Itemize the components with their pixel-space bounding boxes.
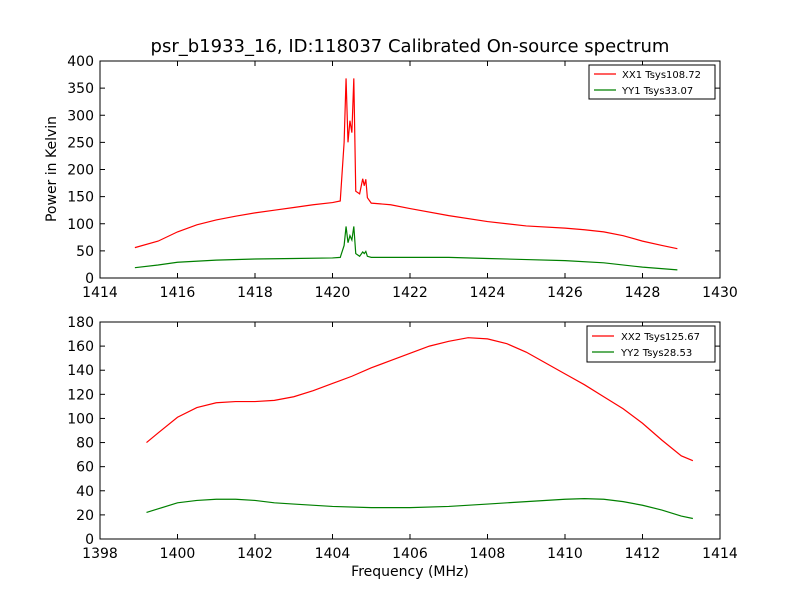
- x-tick-label: 1402: [237, 546, 273, 562]
- x-tick-label: 1406: [392, 546, 428, 562]
- y-axis-ticks: 0 20 40 60 80 100 120 140 160 180: [67, 315, 720, 548]
- y-tick-label: 40: [76, 484, 94, 500]
- y-tick-label: 180: [67, 315, 94, 331]
- legend-label-xx2: XX2 Tsys125.67: [621, 332, 700, 343]
- x-tick-label: 1424: [470, 285, 506, 301]
- x-tick-label: 1398: [82, 546, 118, 562]
- chart-title: psr_b1933_16, ID:118037 Calibrated On-so…: [151, 36, 670, 57]
- y-tick-label: 350: [67, 81, 94, 97]
- y-tick-label: 160: [67, 339, 94, 355]
- x-tick-label: 1410: [547, 546, 583, 562]
- y-tick-label: 0: [85, 532, 94, 548]
- x-tick-label: 1404: [315, 546, 351, 562]
- y-tick-label: 250: [67, 135, 94, 151]
- y-tick-label: 80: [76, 436, 94, 452]
- x-tick-label: 1422: [392, 285, 428, 301]
- legend-label-xx1: XX1 Tsys108.72: [622, 70, 701, 81]
- x-axis-label: Frequency (MHz): [351, 564, 469, 580]
- x-axis-ticks: 1414 1416 1418 1420 1422 1424 1426 1428 1430: [82, 61, 738, 301]
- bottom-spectrum-chart: Frequency (MHz) 1398 1400 1402 1404 1406 1408…: [67, 315, 738, 580]
- x-tick-label: 1430: [702, 285, 738, 301]
- x-tick-label: 1426: [547, 285, 583, 301]
- series-lines: [134, 78, 678, 271]
- plot-frame: [99, 60, 721, 279]
- legend-label-yy1: YY1 Tsys33.07: [621, 86, 693, 97]
- series-line-xx2: [146, 337, 694, 462]
- plot-frame: [99, 321, 721, 540]
- y-tick-label: 150: [67, 190, 94, 206]
- y-tick-label: 200: [67, 163, 94, 179]
- x-tick-label: 1420: [315, 285, 351, 301]
- top-spectrum-chart: psr_b1933_16, ID:118037 Calibrated On-so…: [44, 36, 738, 301]
- y-tick-label: 20: [76, 508, 94, 524]
- x-tick-label: 1412: [625, 546, 661, 562]
- y-tick-label: 140: [67, 363, 94, 379]
- legend-box: [588, 64, 716, 100]
- x-tick-label: 1414: [702, 546, 738, 562]
- y-tick-label: 50: [76, 244, 94, 260]
- legend-label-yy2: YY2 Tsys28.53: [620, 348, 692, 359]
- y-tick-label: 0: [85, 271, 94, 287]
- y-tick-label: 400: [67, 54, 94, 70]
- x-tick-label: 1418: [237, 285, 273, 301]
- x-tick-label: 1428: [625, 285, 661, 301]
- legend: XX1 Tsys108.72 YY1 Tsys33.07: [588, 64, 716, 100]
- y-tick-label: 120: [67, 387, 94, 403]
- x-tick-label: 1416: [160, 285, 196, 301]
- y-tick-label: 300: [67, 108, 94, 124]
- y-tick-label: 100: [67, 217, 94, 233]
- series-lines: [146, 337, 694, 520]
- series-line-yy1: [134, 226, 678, 271]
- y-axis-ticks: 0 50 100 150 200 250 300 350 400: [67, 54, 720, 287]
- y-tick-label: 100: [67, 411, 94, 427]
- x-axis-ticks: 1398 1400 1402 1404 1406 1408 1410 1412 1414: [82, 322, 738, 562]
- y-axis-label: Power in Kelvin: [44, 116, 60, 222]
- series-line-xx1: [134, 78, 678, 250]
- legend: XX2 Tsys125.67 YY2 Tsys28.53: [586, 325, 716, 363]
- legend-box: [586, 325, 716, 363]
- x-tick-label: 1400: [160, 546, 196, 562]
- y-tick-label: 60: [76, 460, 94, 476]
- x-tick-label: 1414: [82, 285, 118, 301]
- series-line-yy2: [146, 498, 693, 520]
- x-tick-label: 1408: [470, 546, 506, 562]
